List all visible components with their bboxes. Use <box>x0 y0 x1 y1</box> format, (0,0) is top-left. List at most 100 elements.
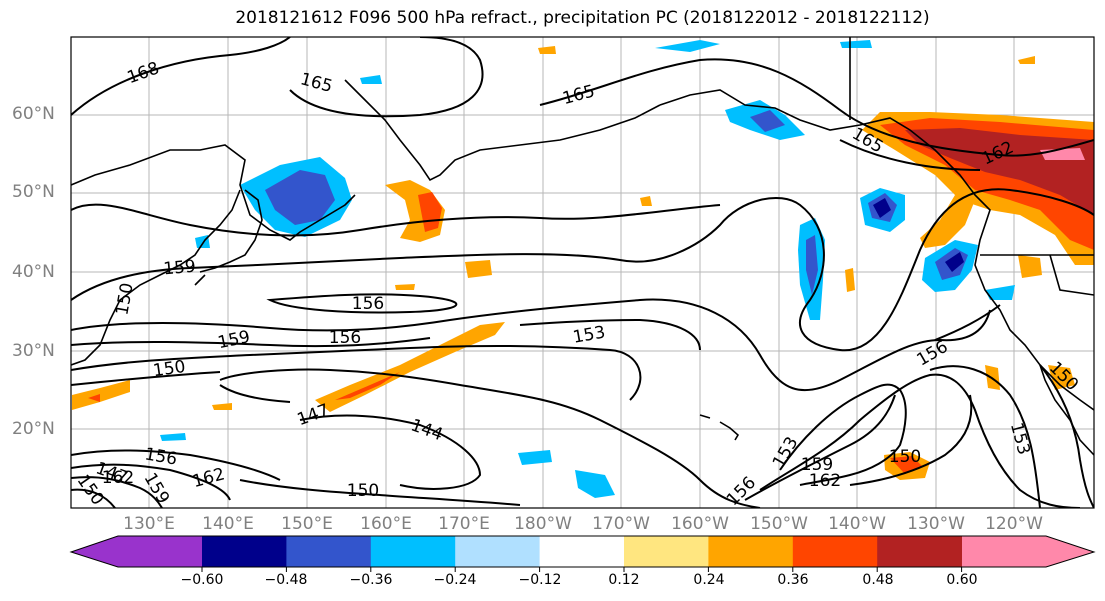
lat-label: 40°N <box>12 262 55 282</box>
contour-line <box>759 373 1081 508</box>
lon-label: 140°W <box>828 514 886 534</box>
coastline-asia <box>71 144 356 366</box>
contour-line <box>239 479 521 506</box>
lon-label: 130°W <box>907 514 965 534</box>
colorbar-segment <box>539 536 625 567</box>
precip-positive-area <box>1040 148 1085 160</box>
map-title: 2018121612 F096 500 hPa refract., precip… <box>235 8 930 28</box>
contour-line <box>839 139 981 171</box>
lon-label: 160°W <box>671 514 729 534</box>
precip-shading <box>72 40 1094 498</box>
contour-label: 156 <box>352 294 384 314</box>
contour-line <box>1039 364 1094 508</box>
contour-label: 162 <box>102 468 134 488</box>
precip-negative-area <box>945 252 964 272</box>
contour-label: 159 <box>801 455 833 475</box>
colorbar-tick-label: 0.60 <box>946 572 978 588</box>
contour-line <box>219 384 291 403</box>
lon-label: 120°W <box>985 514 1043 534</box>
lon-label: 150°W <box>750 514 808 534</box>
lon-label: 170°W <box>592 514 650 534</box>
contour-line <box>779 383 907 486</box>
precip-positive-area <box>640 196 652 206</box>
precip-negative-area <box>265 170 335 225</box>
contour-line <box>299 414 482 490</box>
colorbar-segment <box>202 536 287 567</box>
colorbar <box>69 535 1096 572</box>
colorbar-segment <box>1046 536 1094 567</box>
contour-line <box>934 304 1001 341</box>
coastline-alaska <box>659 89 1094 411</box>
lon-label: 180°W <box>514 514 572 534</box>
contour-line <box>71 371 221 386</box>
contour-line <box>71 488 116 508</box>
contour-line <box>266 293 458 314</box>
colorbar-segment <box>877 536 963 567</box>
precip-negative-area <box>750 110 785 132</box>
contour-line <box>744 394 896 501</box>
contour-line <box>71 337 431 348</box>
lat-label: 50°N <box>12 182 55 202</box>
contour-label: 156 <box>329 328 361 348</box>
contour-label: 159 <box>163 257 197 280</box>
contour-line <box>849 394 973 486</box>
precip-negative-area <box>873 198 891 218</box>
coastline-hawaii <box>699 414 740 441</box>
colorbar-tick-label: 0.12 <box>608 572 640 588</box>
precip-positive-area <box>845 268 855 292</box>
contour-line <box>71 203 721 237</box>
colorbar-segment <box>118 536 203 567</box>
colorbar-tick-label: −0.36 <box>349 572 393 588</box>
contour-line <box>71 344 642 401</box>
colorbar-segment <box>962 536 1047 567</box>
precip-positive-area <box>212 403 232 410</box>
lon-label: 150°E <box>281 514 333 534</box>
contour-line <box>519 318 701 351</box>
colorbar-segment <box>71 536 118 567</box>
contour-label: 162 <box>809 471 841 491</box>
coastline-kamchatka <box>344 79 661 182</box>
contour-line <box>71 298 991 392</box>
colorbar-tick-label: −0.60 <box>180 572 224 588</box>
precip-negative-area <box>985 285 1015 300</box>
colorbar-segment <box>708 536 794 567</box>
contour-label: 150 <box>347 481 379 501</box>
precip-positive-area <box>1018 56 1035 64</box>
precip-positive-area <box>465 260 492 278</box>
lon-label: 140°E <box>202 514 254 534</box>
colorbar-segment <box>792 536 878 567</box>
lon-label: 130°E <box>123 514 175 534</box>
colorbar-tick-label: −0.24 <box>433 572 477 588</box>
contour-line <box>71 188 1094 352</box>
contour-line <box>219 368 761 508</box>
colorbar-tick-label: −0.48 <box>264 572 308 588</box>
contour-line <box>289 37 484 118</box>
precip-negative-area <box>840 40 872 48</box>
contour-label: 150 <box>152 357 187 381</box>
contour-line <box>71 463 231 501</box>
plot-frame <box>70 36 1095 509</box>
coastline-mexico <box>1039 364 1094 456</box>
colorbar-segment <box>286 536 372 567</box>
precip-positive-area <box>1018 255 1042 278</box>
lat-label: 30°N <box>12 341 55 361</box>
contour-line <box>539 58 1094 157</box>
precip-positive-area <box>920 195 975 248</box>
precip-negative-area <box>655 40 720 52</box>
precip-negative-area <box>518 450 552 465</box>
precip-positive-area <box>72 380 130 410</box>
colorbar-segment <box>455 536 541 567</box>
precip-positive-area <box>395 284 415 290</box>
contour-line <box>71 449 281 481</box>
coastlines <box>71 37 1094 456</box>
precip-negative-area <box>575 470 615 498</box>
lon-label: 160°E <box>360 514 412 534</box>
contour-line <box>929 365 1041 508</box>
precip-negative-area <box>360 75 382 84</box>
contour-line <box>71 476 163 508</box>
precip-positive-area <box>88 394 100 402</box>
lon-label: 170°E <box>438 514 490 534</box>
refractivity-contours <box>71 37 1094 508</box>
